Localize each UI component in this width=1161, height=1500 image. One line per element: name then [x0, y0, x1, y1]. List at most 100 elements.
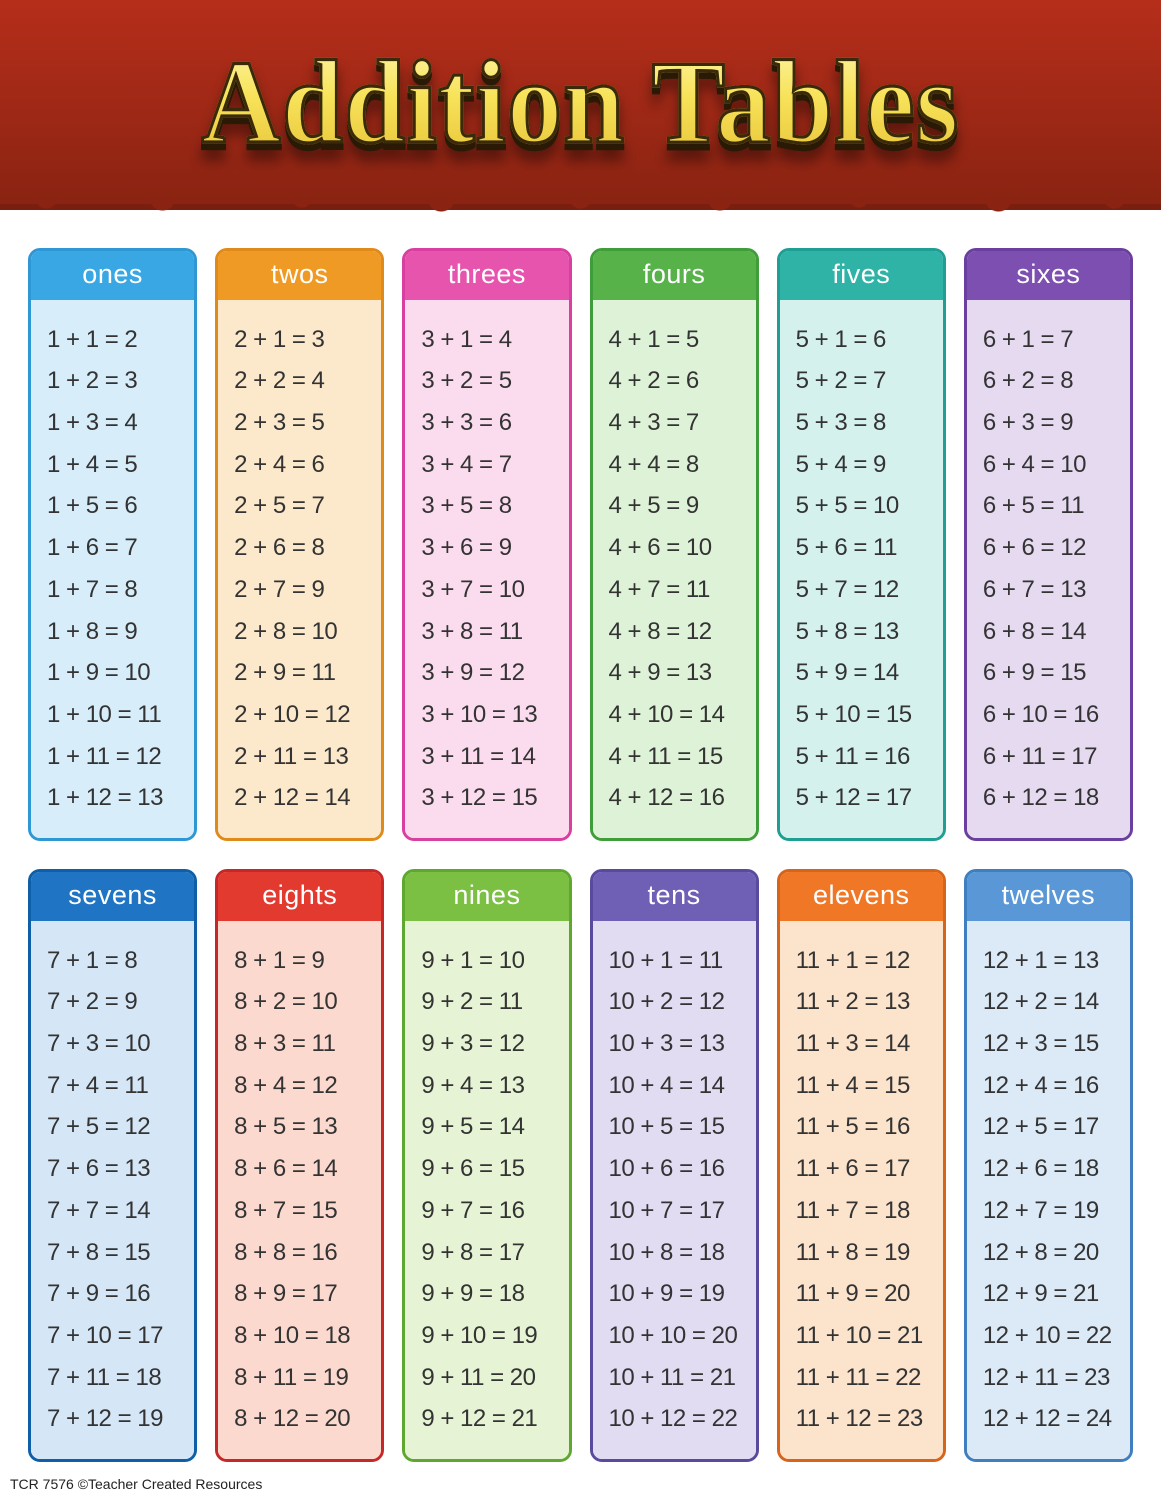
equation-row: 5 + 7 = 12 — [796, 578, 943, 602]
equation-row: 9 + 5 = 14 — [421, 1115, 568, 1139]
equation-row: 1 + 12 = 13 — [47, 786, 194, 810]
equation-row: 6 + 4 = 10 — [983, 453, 1130, 477]
equation-row: 8 + 3 = 11 — [234, 1032, 381, 1056]
equation-row: 9 + 10 = 19 — [421, 1324, 568, 1348]
equation-row: 1 + 5 = 6 — [47, 494, 194, 518]
equation-row: 2 + 2 = 4 — [234, 369, 381, 393]
equation-row: 1 + 9 = 10 — [47, 661, 194, 685]
equation-row: 9 + 12 = 21 — [421, 1407, 568, 1431]
equation-row: 12 + 9 = 21 — [983, 1282, 1130, 1306]
equation-row: 1 + 11 = 12 — [47, 745, 194, 769]
equation-row: 5 + 4 = 9 — [796, 453, 943, 477]
equation-row: 7 + 6 = 13 — [47, 1157, 194, 1181]
equation-row: 12 + 4 = 16 — [983, 1074, 1130, 1098]
equation-row: 5 + 12 = 17 — [796, 786, 943, 810]
equation-row: 8 + 12 = 20 — [234, 1407, 381, 1431]
equation-row: 1 + 2 = 3 — [47, 369, 194, 393]
title-banner: Addition Tables — [0, 0, 1161, 210]
equation-row: 12 + 11 = 23 — [983, 1366, 1130, 1390]
equation-row: 2 + 3 = 5 — [234, 411, 381, 435]
table-body: 7 + 1 = 8 7 + 2 = 9 7 + 3 = 10 7 + 4 = 11 7 … — [31, 921, 194, 1459]
table-card-sixes: sixes6 + 1 = 76 + 2 = 86 + 3 = 96 + 4 = … — [964, 248, 1133, 841]
table-head: fives — [780, 251, 943, 300]
tables-grid: ones1 + 1 = 21 + 2 = 31 + 3 = 41 + 4 = 5… — [0, 210, 1161, 1472]
equation-row: 10 + 11 = 21 — [609, 1366, 756, 1390]
equation-row: 7 + 4 = 11 — [47, 1074, 194, 1098]
equation-row: 10 + 5 = 15 — [609, 1115, 756, 1139]
equation-row: 7 + 8 = 15 — [47, 1241, 194, 1265]
equation-row: 11 + 2 = 13 — [796, 990, 943, 1014]
table-card-eights: eights8 + 1 = 98 + 2 = 108 + 3 = 118 + 4… — [215, 869, 384, 1462]
equation-row: 7 + 7 = 14 — [47, 1199, 194, 1223]
equation-row: 12 + 3 = 15 — [983, 1032, 1130, 1056]
equation-row: 3 + 4 = 7 — [421, 453, 568, 477]
equation-row: 12 + 6 = 18 — [983, 1157, 1130, 1181]
equation-row: 11 + 6 = 17 — [796, 1157, 943, 1181]
equation-row: 2 + 8 = 10 — [234, 620, 381, 644]
equation-row: 11 + 5 = 16 — [796, 1115, 943, 1139]
table-body: 9 + 1 = 109 + 2 = 119 + 3 = 129 + 4 = 13… — [405, 921, 568, 1459]
equation-row: 2 + 7 = 9 — [234, 578, 381, 602]
equation-row: 4 + 4 = 8 — [609, 453, 756, 477]
equation-row: 4 + 3 = 7 — [609, 411, 756, 435]
equation-row: 9 + 9 = 18 — [421, 1282, 568, 1306]
table-head: eights — [218, 872, 381, 921]
equation-row: 1 + 10 = 11 — [47, 703, 194, 727]
equation-row: 2 + 10 = 12 — [234, 703, 381, 727]
equation-row: 9 + 6 = 15 — [421, 1157, 568, 1181]
equation-row: 6 + 2 = 8 — [983, 369, 1130, 393]
equation-row: 5 + 6 = 11 — [796, 536, 943, 560]
equation-row: 4 + 1 = 5 — [609, 328, 756, 352]
equation-row: 4 + 5 = 9 — [609, 494, 756, 518]
table-head: sevens — [31, 872, 194, 921]
equation-row: 6 + 8 = 14 — [983, 620, 1130, 644]
equation-row: 10 + 7 = 17 — [609, 1199, 756, 1223]
table-card-fives: fives5 + 1 = 65 + 2 = 75 + 3 = 85 + 4 = … — [777, 248, 946, 841]
table-head: nines — [405, 872, 568, 921]
table-head: sixes — [967, 251, 1130, 300]
addition-tables-poster: Addition Tables ones1 + 1 = 21 + 2 = 31 … — [0, 0, 1161, 1500]
equation-row: 11 + 1 = 12 — [796, 949, 943, 973]
equation-row: 8 + 10 = 18 — [234, 1324, 381, 1348]
equation-row: 3 + 7 = 10 — [421, 578, 568, 602]
equation-row: 7 + 11 = 18 — [47, 1366, 194, 1390]
equation-row: 4 + 8 = 12 — [609, 620, 756, 644]
equation-row: 9 + 2 = 11 — [421, 990, 568, 1014]
table-body: 10 + 1 = 1110 + 2 = 1210 + 3 = 1310 + 4 … — [593, 921, 756, 1459]
equation-row: 9 + 1 = 10 — [421, 949, 568, 973]
equation-row: 5 + 9 = 14 — [796, 661, 943, 685]
equation-row: 7 + 1 = 8 — [47, 949, 194, 973]
equation-row: 5 + 2 = 7 — [796, 369, 943, 393]
equation-row: 9 + 3 = 12 — [421, 1032, 568, 1056]
equation-row: 4 + 6 = 10 — [609, 536, 756, 560]
table-head: twos — [218, 251, 381, 300]
equation-row: 6 + 11 = 17 — [983, 745, 1130, 769]
table-card-ones: ones1 + 1 = 21 + 2 = 31 + 3 = 41 + 4 = 5… — [28, 248, 197, 841]
equation-row: 9 + 11 = 20 — [421, 1366, 568, 1390]
equation-row: 4 + 9 = 13 — [609, 661, 756, 685]
equation-row: 4 + 12 = 16 — [609, 786, 756, 810]
equation-row: 7 + 3 = 10 — [47, 1032, 194, 1056]
equation-row: 3 + 3 = 6 — [421, 411, 568, 435]
equation-row: 3 + 12 = 15 — [421, 786, 568, 810]
table-head: elevens — [780, 872, 943, 921]
equation-row: 8 + 1 = 9 — [234, 949, 381, 973]
equation-row: 1 + 3 = 4 — [47, 411, 194, 435]
equation-row: 9 + 7 = 16 — [421, 1199, 568, 1223]
table-card-threes: threes3 + 1 = 43 + 2 = 53 + 3 = 63 + 4 =… — [402, 248, 571, 841]
equation-row: 9 + 8 = 17 — [421, 1241, 568, 1265]
equation-row: 7 + 2 = 9 — [47, 990, 194, 1014]
equation-row: 12 + 5 = 17 — [983, 1115, 1130, 1139]
equation-row: 3 + 5 = 8 — [421, 494, 568, 518]
equation-row: 10 + 8 = 18 — [609, 1241, 756, 1265]
equation-row: 1 + 8 = 9 — [47, 620, 194, 644]
equation-row: 2 + 9 = 11 — [234, 661, 381, 685]
equation-row: 10 + 12 = 22 — [609, 1407, 756, 1431]
equation-row: 6 + 3 = 9 — [983, 411, 1130, 435]
equation-row: 7 + 5 = 12 — [47, 1115, 194, 1139]
table-body: 4 + 1 = 54 + 2 = 64 + 3 = 74 + 4 = 84 + … — [593, 300, 756, 838]
equation-row: 11 + 3 = 14 — [796, 1032, 943, 1056]
equation-row: 12 + 2 = 14 — [983, 990, 1130, 1014]
equation-row: 10 + 6 = 16 — [609, 1157, 756, 1181]
table-body: 8 + 1 = 98 + 2 = 108 + 3 = 118 + 4 = 128… — [218, 921, 381, 1459]
